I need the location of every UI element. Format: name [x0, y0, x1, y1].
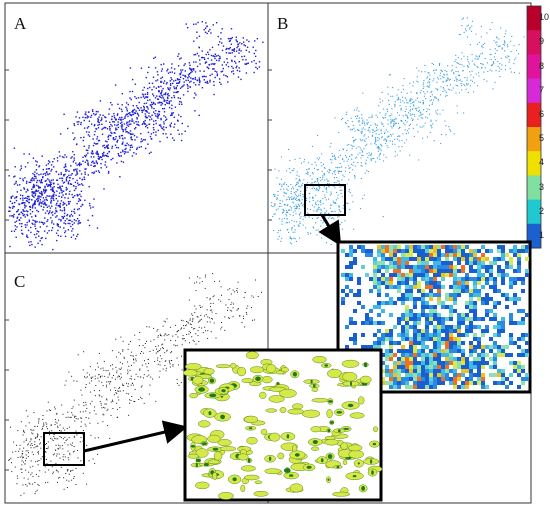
- panel-c-scatter: [8, 273, 262, 497]
- colorbar-tick-label: 8: [539, 61, 545, 71]
- colorbar-tick-label: 7: [539, 85, 545, 95]
- colorbar-tick-label: 4: [539, 157, 545, 167]
- panel-b-scatter: [271, 17, 525, 245]
- colorbar-tick-label: 2: [539, 206, 545, 216]
- colorbar-tick-label: 10: [539, 12, 550, 22]
- panel-a-frame: [4, 2, 269, 254]
- panel-a-scatter: [8, 21, 264, 251]
- colorbar-tick-label: 5: [539, 133, 545, 143]
- zoom-arrow-b: [318, 214, 342, 247]
- axis-ticks: [5, 69, 272, 471]
- colorbar-tick-label: 1: [539, 230, 545, 240]
- colorbar-tick-label: 6: [539, 109, 545, 119]
- panel-label-b: B: [277, 14, 289, 33]
- zoom-inset-c: [183, 348, 383, 502]
- panel-label-a: A: [14, 14, 27, 33]
- colorbar-tick-label: 3: [539, 182, 545, 192]
- zoom-arrow-c: [83, 420, 188, 453]
- colorbar-tick-label: 9: [539, 36, 545, 46]
- colorbar: [526, 5, 542, 249]
- panel-label-c: C: [14, 272, 26, 291]
- panel-c-selection-box: [43, 432, 85, 466]
- panel-b-selection-box: [304, 184, 346, 216]
